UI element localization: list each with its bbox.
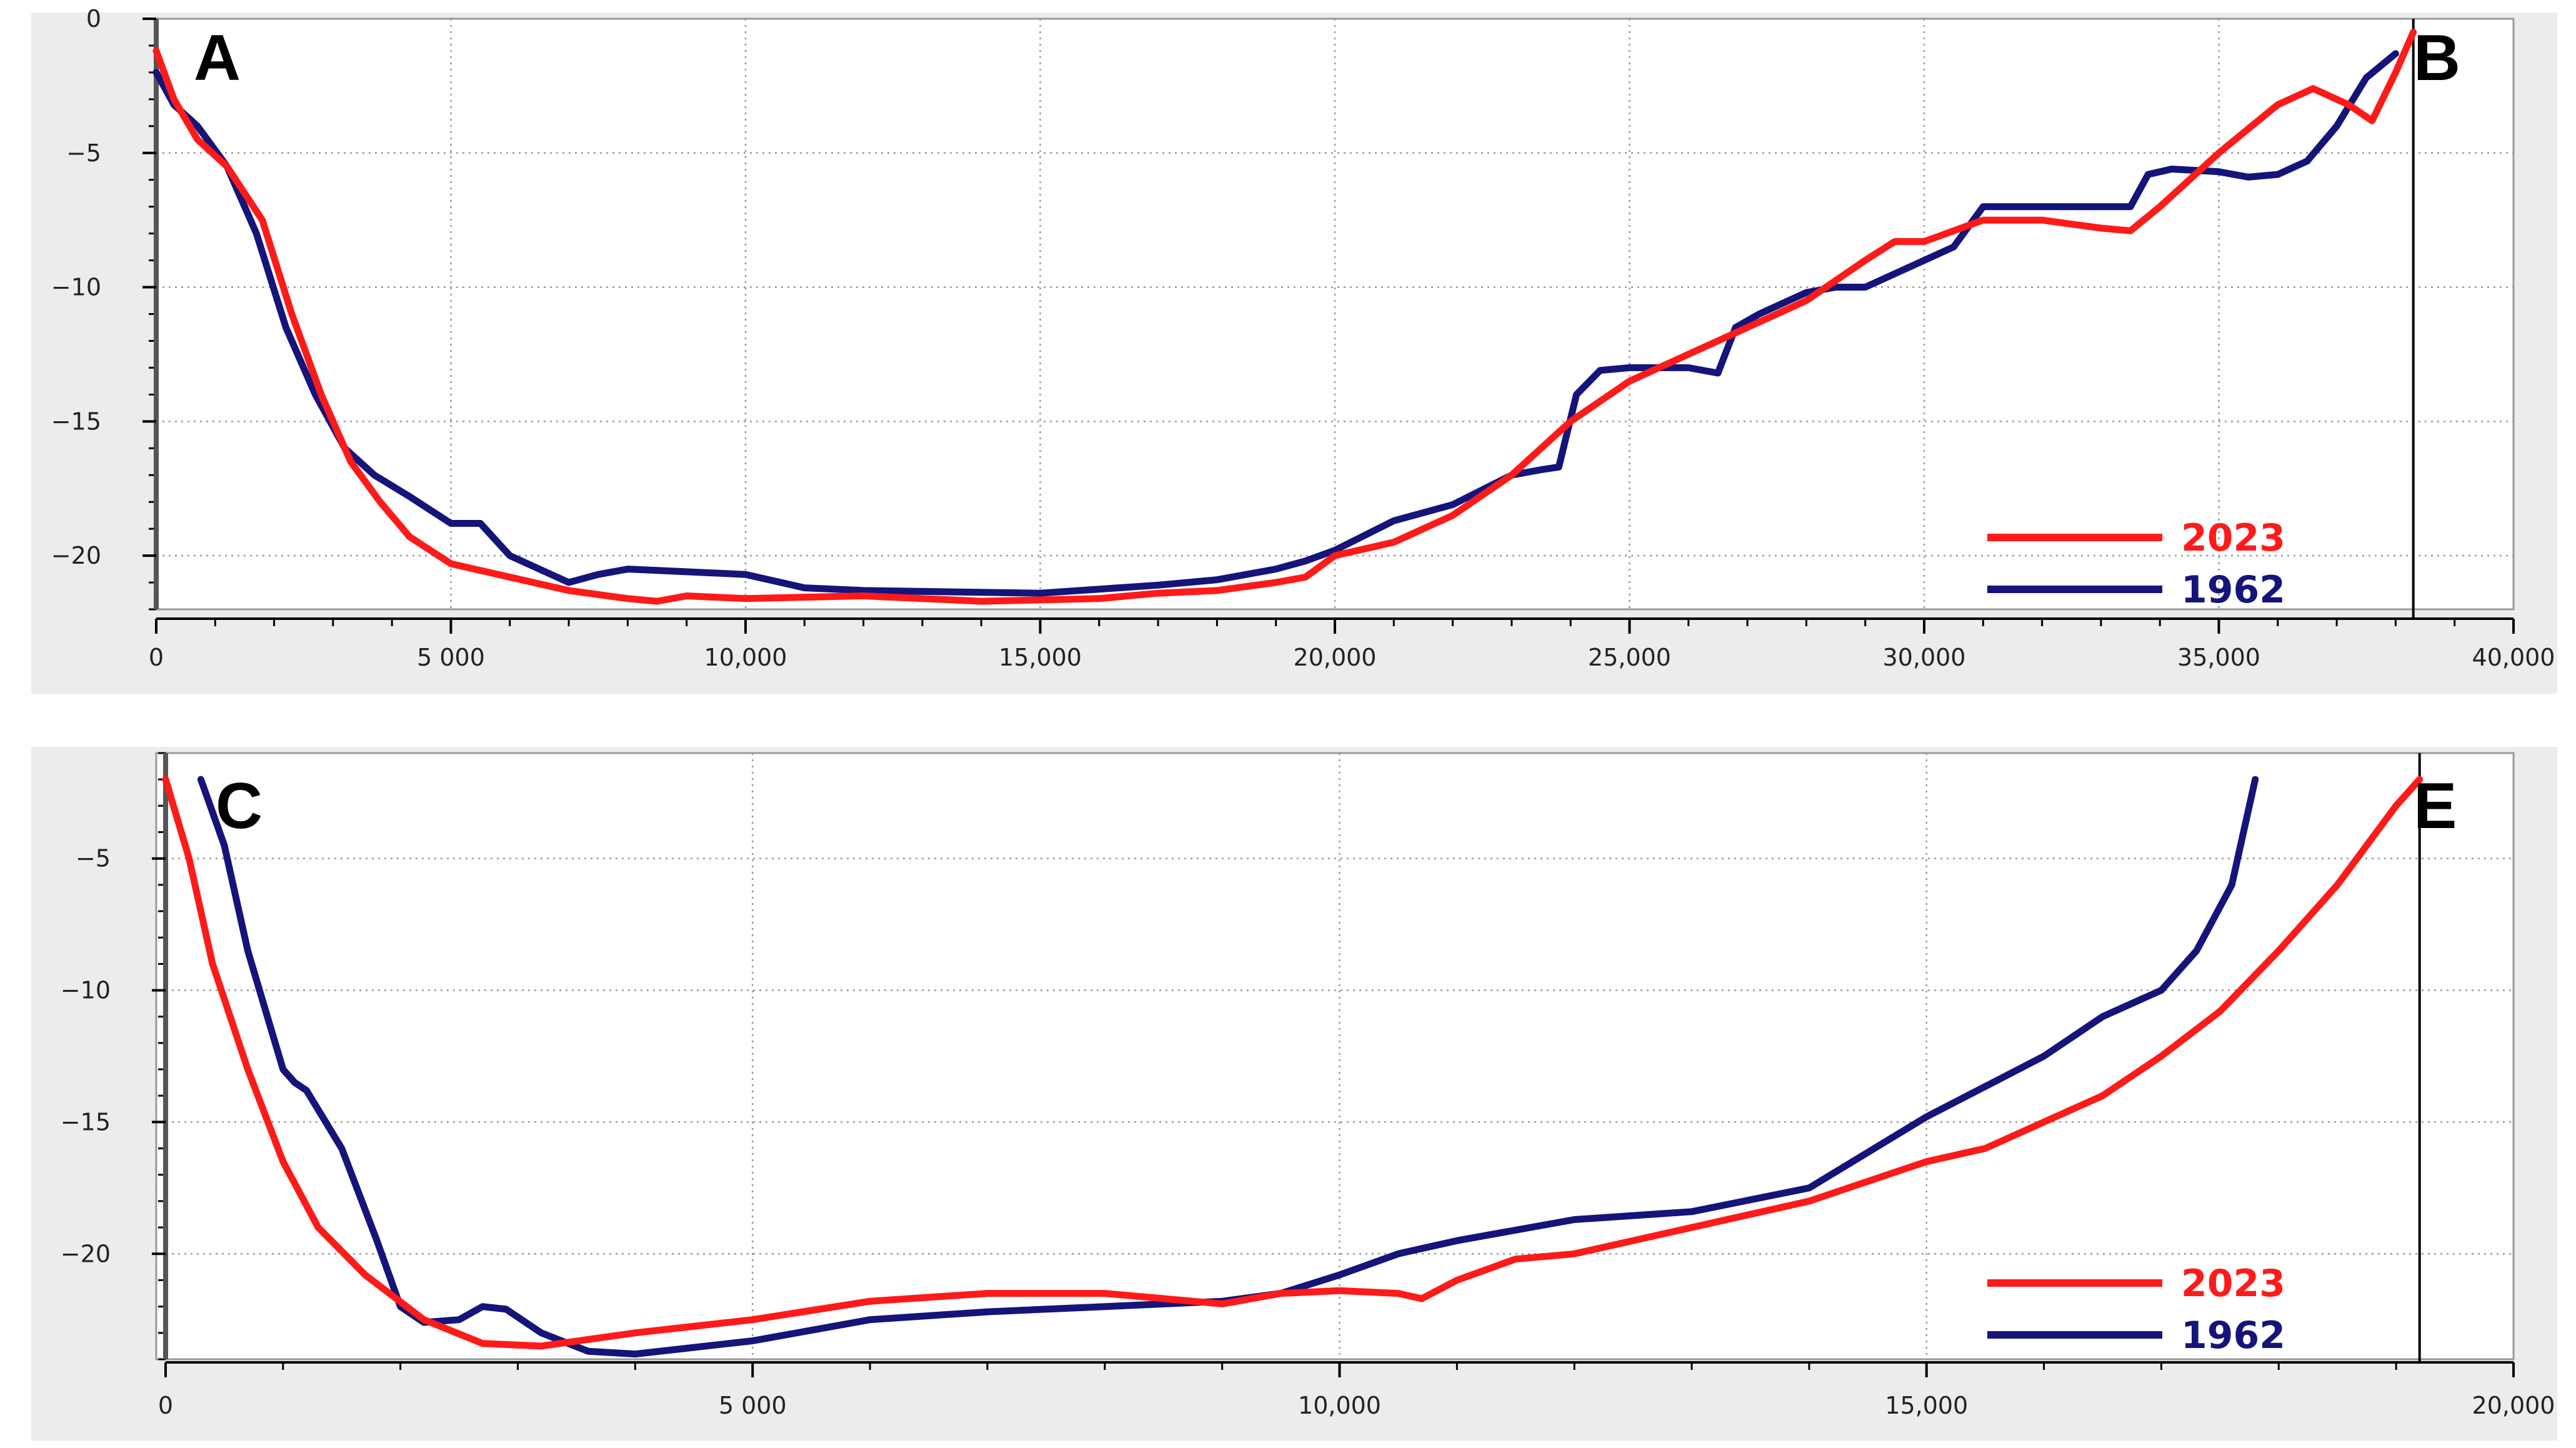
panel-label-end: B xyxy=(2414,22,2460,94)
y-tick-label: −5 xyxy=(66,139,101,167)
y-tick-label: −5 xyxy=(76,845,111,872)
x-tick-label: 5 000 xyxy=(719,1392,787,1419)
panel-label-start: A xyxy=(194,22,241,94)
x-axis-ticks: 0 5 000 10,000 15,000 20,000 25,000 30,000 35,0… xyxy=(149,619,2555,671)
x-axis-ticks: 0 5 000 10,000 15,000 20,000 xyxy=(158,1362,2555,1419)
y-tick-label: 0 xyxy=(86,5,101,32)
series-line-2023 xyxy=(152,29,2417,605)
panel-label-end: E xyxy=(2414,770,2457,842)
legend: 2023 1962 xyxy=(1987,516,2285,612)
x-tick-label: 5 000 xyxy=(417,644,485,671)
y-tick-label: −15 xyxy=(61,1108,111,1136)
y-tick-label: −20 xyxy=(61,1240,111,1267)
legend-label-2023: 2023 xyxy=(2181,1262,2285,1306)
y-axis-ticks: −5 −10 −15 −20 xyxy=(61,845,166,1267)
x-tick-label: 25,000 xyxy=(1588,644,1671,671)
panel-label-start: C xyxy=(216,770,262,842)
y-tick-label: −10 xyxy=(61,977,111,1004)
series-line-1962 xyxy=(152,50,2399,597)
chart-bottom: 0 5 000 10,000 15,000 20,000 −5 −10 −15 −20 C E… xyxy=(31,747,2557,1441)
series-layer xyxy=(152,29,2417,605)
y-tick-label: −15 xyxy=(51,407,101,435)
x-tick-label: 0 xyxy=(158,1392,173,1419)
y-axis-ticks: 0 −5 −10 −15 −20 xyxy=(51,5,156,569)
legend-label-2023: 2023 xyxy=(2181,516,2285,560)
grid-lines xyxy=(166,753,2514,1359)
x-tick-label: 35,000 xyxy=(2177,644,2260,671)
x-tick-label: 15,000 xyxy=(1885,1392,1968,1419)
x-tick-label: 20,000 xyxy=(1294,644,1377,671)
chart-top: 0 5 000 10,000 15,000 20,000 25,000 30,000 35,0… xyxy=(31,5,2557,694)
x-tick-label: 40,000 xyxy=(2472,644,2555,671)
grid-lines xyxy=(156,17,2514,609)
x-tick-label: 0 xyxy=(149,644,164,671)
legend: 2023 1962 xyxy=(1987,1262,2285,1357)
legend-label-1962: 1962 xyxy=(2181,1314,2285,1357)
y-tick-label: −10 xyxy=(51,274,101,301)
x-tick-label: 20,000 xyxy=(2472,1392,2555,1419)
x-tick-label: 30,000 xyxy=(1883,644,1966,671)
x-tick-label: 10,000 xyxy=(1298,1392,1381,1419)
x-tick-label: 15,000 xyxy=(999,644,1082,671)
series-line-1962 xyxy=(197,776,2259,1358)
series-layer xyxy=(162,776,2424,1358)
x-tick-label: 10,000 xyxy=(704,644,787,671)
series-line-2023 xyxy=(162,776,2424,1350)
legend-label-1962: 1962 xyxy=(2181,568,2285,612)
plot-area xyxy=(155,752,2515,1361)
y-tick-label: −20 xyxy=(51,542,101,569)
